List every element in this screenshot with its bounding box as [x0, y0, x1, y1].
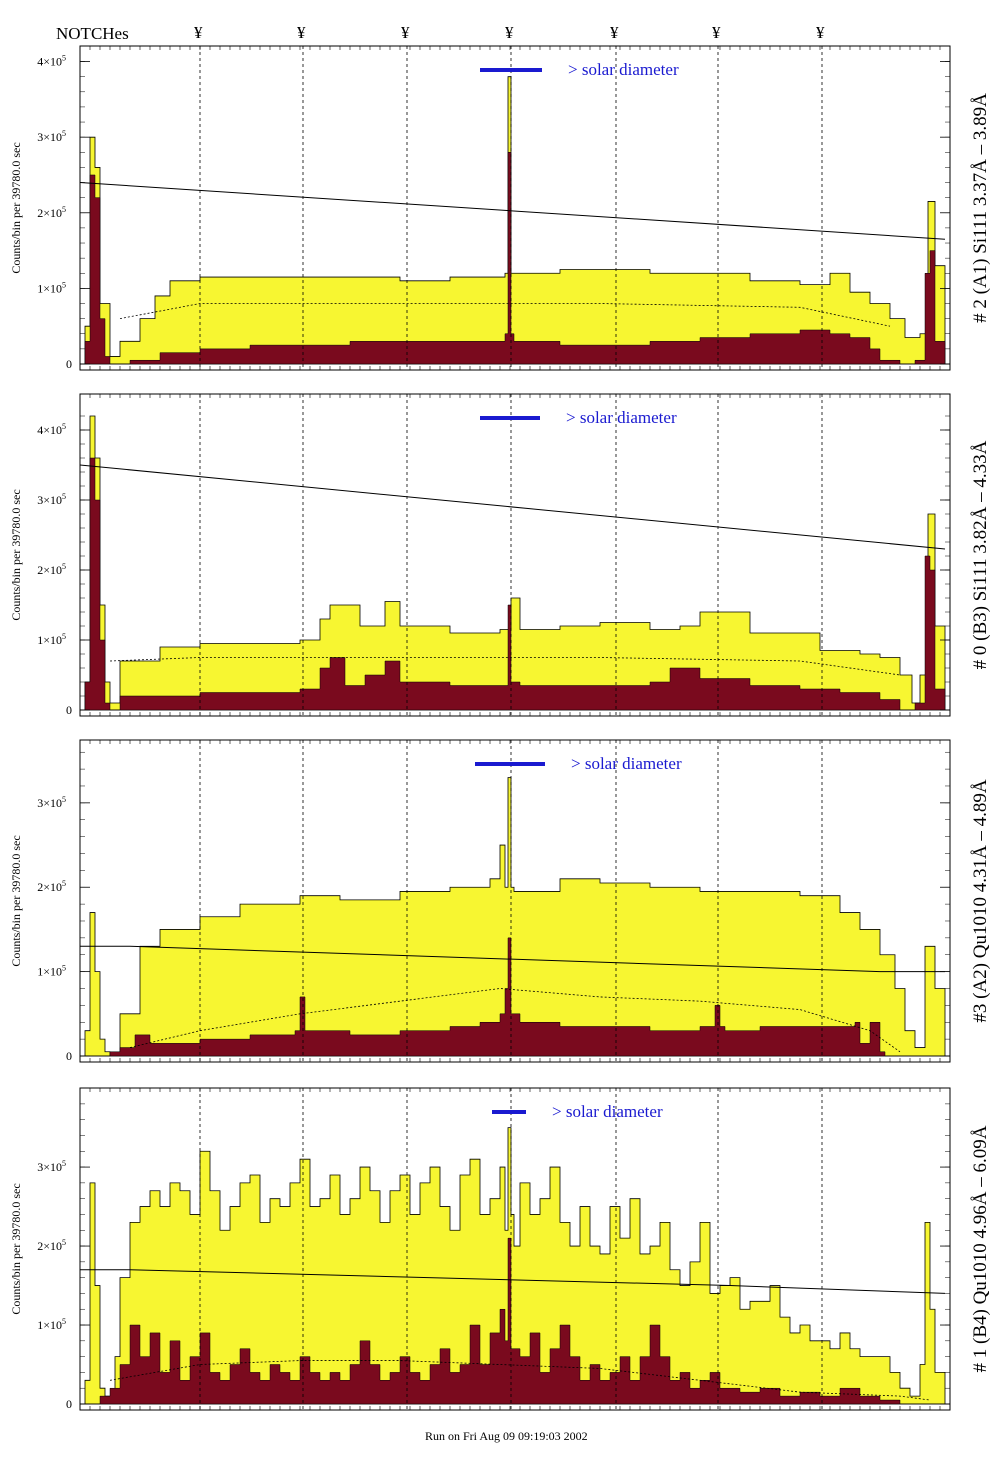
y-tick-exponent: 5 — [62, 129, 66, 138]
y-tick-exponent: 5 — [62, 422, 66, 431]
panel-1: 0 1×105 2×105 3×105 4×105 Counts/bin per 3978… — [9, 393, 991, 717]
fit-line — [80, 1269, 946, 1294]
y-tick-label-4: 4×105 — [37, 422, 66, 437]
notch-marker-6: ¥ — [816, 23, 825, 42]
y-tick-label-0: 0 — [66, 1049, 72, 1063]
y-tick-exponent: 5 — [62, 205, 66, 214]
y-tick-exponent: 5 — [62, 54, 66, 63]
y-axis-label: Counts/bin per 39780.0 sec — [9, 142, 23, 273]
y-tick-label-2: 2×105 — [37, 879, 66, 894]
y-tick-exponent: 5 — [62, 280, 66, 289]
dashed-reference-line — [109, 1360, 931, 1401]
spectrum-panels: 0 1×105 2×105 3×105 4×105 Counts/bin per 3978… — [9, 45, 991, 1411]
y-axis-label: Counts/bin per 39780.0 sec — [9, 489, 23, 620]
run-footer: Run on Fri Aug 09 09:19:03 2002 — [425, 1429, 588, 1443]
inner-counts-area — [80, 152, 950, 365]
y-tick-label-0: 0 — [66, 357, 72, 371]
y-tick-exponent: 5 — [62, 562, 66, 571]
y-tick-exponent: 5 — [62, 964, 66, 973]
y-tick-label-3: 3×105 — [37, 1159, 66, 1174]
dashed-reference-line — [129, 988, 901, 1053]
notches-title: NOTCHes — [56, 24, 129, 43]
notch-marker-4: ¥ — [610, 23, 619, 42]
y-tick-label-3: 3×105 — [37, 492, 66, 507]
panel-2: 0 1×105 2×105 3×105 Counts/bin per 39780.0 s… — [9, 739, 991, 1063]
panel-3: 0 1×105 2×105 3×105 Counts/bin per 39780.0 s… — [9, 1087, 991, 1411]
fit-line — [79, 182, 946, 240]
notch-marker-0: ¥ — [194, 23, 203, 42]
y-tick-label-1: 1×105 — [37, 632, 66, 647]
panel-0: 0 1×105 2×105 3×105 4×105 Counts/bin per 3978… — [9, 45, 991, 371]
y-tick-label-1: 1×105 — [37, 964, 66, 979]
y-tick-exponent: 5 — [62, 1238, 66, 1247]
panel-title: #3 (A2) Qu1010 4.31Å – 4.89Å — [970, 779, 991, 1023]
y-tick-exponent: 5 — [62, 1159, 66, 1168]
y-tick-exponent: 5 — [62, 879, 66, 888]
y-tick-exponent: 5 — [62, 492, 66, 501]
y-tick-exponent: 5 — [62, 632, 66, 641]
y-tick-label-2: 2×105 — [37, 562, 66, 577]
notch-marker-2: ¥ — [401, 23, 410, 42]
solar-diameter-label: > solar diameter — [568, 60, 679, 79]
panel-title: # 2 (A1) Si111 3.37Å – 3.89Å — [970, 93, 991, 323]
y-tick-label-0: 0 — [66, 1397, 72, 1411]
panel-title: # 1 (B4) Qu1010 4.96Å – 6.09Å — [970, 1125, 991, 1372]
y-tick-label-1: 1×105 — [37, 1317, 66, 1332]
fit-line — [80, 945, 945, 973]
y-axis-label: Counts/bin per 39780.0 sec — [9, 1183, 23, 1314]
y-tick-label-2: 2×105 — [37, 205, 66, 220]
solar-diameter-label: > solar diameter — [566, 408, 677, 427]
solar-diameter-label: > solar diameter — [571, 754, 682, 773]
panel-title: # 0 (B3) Si111 3.82Å – 4.33Å — [970, 440, 991, 669]
y-tick-label-3: 3×105 — [37, 129, 66, 144]
inner-counts-area — [80, 937, 950, 1057]
inner-counts-area — [80, 457, 950, 711]
y-tick-label-3: 3×105 — [37, 795, 66, 810]
y-tick-label-2: 2×105 — [37, 1238, 66, 1253]
y-axis-label: Counts/bin per 39780.0 sec — [9, 835, 23, 966]
inner-counts-area — [80, 1237, 950, 1405]
solar-diameter-label: > solar diameter — [552, 1102, 663, 1121]
notch-marker-5: ¥ — [712, 23, 721, 42]
y-tick-label-4: 4×105 — [37, 54, 66, 69]
y-tick-label-1: 1×105 — [37, 280, 66, 295]
notch-marker-3: ¥ — [505, 23, 514, 42]
total-counts-area — [80, 1127, 950, 1405]
notch-markers: ¥ ¥ ¥ ¥ ¥ ¥ ¥ — [194, 23, 825, 42]
y-tick-exponent: 5 — [62, 795, 66, 804]
y-tick-label-0: 0 — [66, 703, 72, 717]
fit-line — [79, 464, 946, 550]
notch-marker-1: ¥ — [297, 23, 306, 42]
y-tick-exponent: 5 — [62, 1317, 66, 1326]
dashed-reference-line — [119, 303, 891, 327]
